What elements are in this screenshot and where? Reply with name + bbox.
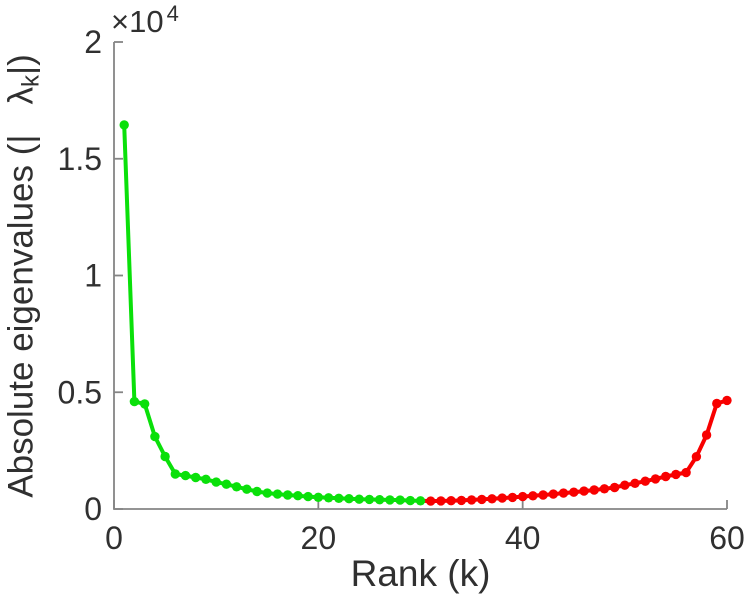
data-point-trailing-eigenvalues-red: [579, 486, 589, 496]
data-point-leading-eigenvalues-green: [201, 474, 211, 484]
data-point-leading-eigenvalues-green: [344, 494, 354, 504]
y-label-prefix: Absolute eigenvalues (|: [2, 134, 41, 498]
data-point-leading-eigenvalues-green: [303, 491, 313, 502]
data-point-leading-eigenvalues-green: [374, 495, 385, 505]
y-tick-label: 1: [84, 258, 102, 294]
data-point-leading-eigenvalues-green: [211, 477, 221, 487]
data-point-trailing-eigenvalues-red: [620, 480, 630, 490]
x-axis-label: Rank (k): [350, 553, 491, 594]
series-line-trailing-eigenvalues-red: [418, 398, 729, 504]
data-point-trailing-eigenvalues-red: [497, 493, 507, 503]
data-point-trailing-eigenvalues-red: [599, 484, 610, 494]
data-point-trailing-eigenvalues-red: [538, 490, 548, 500]
data-point-leading-eigenvalues-green: [221, 479, 232, 489]
data-point-leading-eigenvalues-green: [150, 431, 160, 442]
data-point-trailing-eigenvalues-red: [518, 491, 528, 502]
data-point-trailing-eigenvalues-red: [436, 496, 446, 506]
data-point-leading-eigenvalues-green: [191, 472, 201, 483]
data-point-trailing-eigenvalues-red: [701, 430, 712, 440]
data-point-leading-eigenvalues-green: [170, 469, 180, 479]
data-point-leading-eigenvalues-green: [313, 492, 323, 502]
data-point-trailing-eigenvalues-red: [528, 491, 538, 501]
data-point-trailing-eigenvalues-red: [609, 482, 620, 493]
data-point-trailing-eigenvalues-red: [650, 474, 661, 484]
data-point-leading-eigenvalues-green: [395, 495, 405, 505]
data-point-leading-eigenvalues-green: [262, 488, 272, 498]
data-point-leading-eigenvalues-green: [140, 399, 150, 409]
y-tick-label: 1.5: [58, 141, 102, 177]
data-point-trailing-eigenvalues-red: [507, 492, 518, 503]
data-point-leading-eigenvalues-green: [323, 493, 334, 503]
data-point-leading-eigenvalues-green: [160, 451, 170, 462]
data-point-trailing-eigenvalues-red: [712, 398, 722, 409]
data-point-leading-eigenvalues-green: [293, 491, 303, 501]
data-point-leading-eigenvalues-green: [364, 494, 375, 505]
x-tick-label: 0: [105, 520, 123, 556]
axes-lines: [113, 42, 727, 510]
data-point-trailing-eigenvalues-red: [569, 487, 579, 497]
data-point-leading-eigenvalues-green: [415, 496, 426, 506]
y-tick-label: 0.5: [58, 374, 102, 410]
series-line-leading-eigenvalues-green: [122, 122, 423, 503]
data-point-trailing-eigenvalues-red: [548, 489, 558, 499]
data-point-leading-eigenvalues-green: [272, 489, 283, 499]
y-axis-label-text: Absolute eigenvalues (| λk|): [2, 54, 46, 497]
data-point-leading-eigenvalues-green: [334, 493, 344, 503]
data-point-trailing-eigenvalues-red: [661, 471, 671, 482]
data-point-leading-eigenvalues-green: [252, 486, 262, 497]
y-tick-label: 0: [84, 491, 102, 527]
x-tick-label: 60: [709, 520, 745, 556]
data-point-leading-eigenvalues-green: [231, 482, 242, 492]
data-point-trailing-eigenvalues-red: [487, 494, 497, 504]
data-point-leading-eigenvalues-green: [283, 490, 293, 500]
y-label-suffix: |): [2, 53, 41, 75]
data-point-trailing-eigenvalues-red: [671, 469, 681, 480]
data-point-trailing-eigenvalues-red: [722, 395, 732, 406]
data-point-leading-eigenvalues-green: [354, 494, 364, 504]
data-point-trailing-eigenvalues-red: [558, 488, 569, 498]
y-axis-exponent: ×10 4: [111, 1, 179, 40]
y-tick-label: 2: [84, 24, 102, 60]
data-point-trailing-eigenvalues-red: [456, 495, 467, 506]
data-point-leading-eigenvalues-green: [242, 484, 252, 494]
data-point-trailing-eigenvalues-red: [426, 496, 436, 506]
data-point-leading-eigenvalues-green: [385, 495, 395, 505]
x-tick-label: 40: [505, 520, 541, 556]
data-point-leading-eigenvalues-green: [180, 470, 191, 481]
y-axis-label: Absolute eigenvalues (| λk|): [0, 42, 48, 509]
data-point-leading-eigenvalues-green: [405, 495, 415, 506]
data-point-trailing-eigenvalues-red: [681, 467, 691, 478]
data-point-trailing-eigenvalues-red: [630, 478, 640, 488]
data-point-trailing-eigenvalues-red: [477, 494, 487, 505]
lambda-subscript: k: [18, 74, 45, 87]
y-label-lambda: λk: [2, 75, 45, 105]
exponent-power: 4: [166, 1, 179, 26]
lambda-symbol: λ: [2, 86, 41, 105]
data-point-trailing-eigenvalues-red: [640, 476, 650, 486]
data-point-leading-eigenvalues-green: [129, 396, 140, 407]
data-point-leading-eigenvalues-green: [119, 120, 129, 130]
exponent-base: ×10: [111, 4, 164, 39]
x-tick-label: 20: [301, 520, 337, 556]
data-point-trailing-eigenvalues-red: [446, 496, 456, 506]
data-point-trailing-eigenvalues-red: [466, 495, 477, 505]
data-point-trailing-eigenvalues-red: [589, 485, 599, 495]
data-point-trailing-eigenvalues-red: [691, 452, 702, 462]
